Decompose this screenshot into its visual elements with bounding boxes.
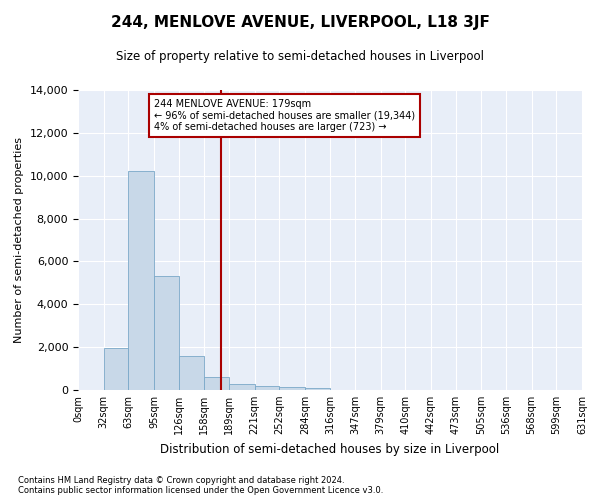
Text: 244 MENLOVE AVENUE: 179sqm
← 96% of semi-detached houses are smaller (19,344)
4%: 244 MENLOVE AVENUE: 179sqm ← 96% of semi…: [154, 98, 415, 132]
Bar: [279, 387, 305, 390]
Text: 244, MENLOVE AVENUE, LIVERPOOL, L18 3JF: 244, MENLOVE AVENUE, LIVERPOOL, L18 3JF: [110, 15, 490, 30]
Bar: [305, 388, 331, 390]
X-axis label: Distribution of semi-detached houses by size in Liverpool: Distribution of semi-detached houses by …: [160, 442, 500, 456]
Bar: [104, 348, 128, 390]
Y-axis label: Number of semi-detached properties: Number of semi-detached properties: [14, 137, 24, 343]
Bar: [128, 172, 154, 390]
Bar: [254, 386, 279, 390]
Bar: [154, 276, 179, 390]
Bar: [179, 356, 204, 390]
Text: Contains HM Land Registry data © Crown copyright and database right 2024.
Contai: Contains HM Land Registry data © Crown c…: [18, 476, 383, 495]
Text: Size of property relative to semi-detached houses in Liverpool: Size of property relative to semi-detach…: [116, 50, 484, 63]
Bar: [229, 384, 254, 390]
Bar: [204, 376, 229, 390]
